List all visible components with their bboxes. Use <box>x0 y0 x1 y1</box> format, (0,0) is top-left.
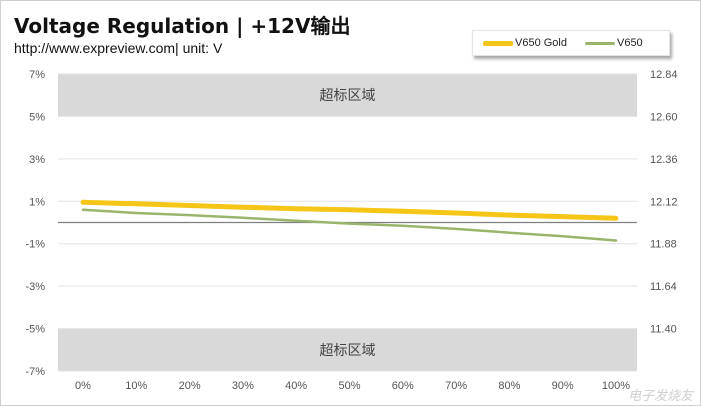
x-tick-label: 50% <box>338 380 360 392</box>
y-right-tick-label: 12.84 <box>650 69 678 81</box>
series-lines <box>80 199 619 242</box>
x-tick-label: 90% <box>552 380 574 392</box>
series-line-v650 <box>81 208 618 242</box>
x-tick-label: 70% <box>445 380 467 392</box>
band-label: 超标区域 <box>320 343 376 359</box>
legend-swatch-v650 <box>584 41 615 45</box>
x-tick-label: 60% <box>392 380 414 392</box>
y-left-tick-label: 1% <box>29 196 45 208</box>
gridlines <box>58 73 637 372</box>
y-right-tick-label: 11.40 <box>650 324 677 336</box>
x-tick-label: 30% <box>232 380 254 392</box>
y-right-tick-label: 12.60 <box>650 111 678 123</box>
legend-label-v650: V650 <box>616 37 643 49</box>
right-axis-ticks: 12.84 12.60 12.36 12.12 11.88 11.64 11.40 <box>650 69 678 336</box>
legend: V650 Gold V650 <box>472 30 670 56</box>
y-left-tick-label: -1% <box>25 239 45 251</box>
y-left-tick-label: -3% <box>25 281 45 293</box>
y-right-tick-label: 12.12 <box>650 196 678 208</box>
x-tick-label: 80% <box>498 380 520 392</box>
legend-item-v650-gold: V650 Gold <box>483 37 567 49</box>
x-tick-label: 100% <box>602 380 630 392</box>
series-line-v650-gold <box>80 199 619 221</box>
x-tick-label: 10% <box>125 380 147 392</box>
left-axis-ticks: 7% 5% 3% 1% -1% -3% -5% -7% <box>25 69 45 378</box>
y-left-tick-label: -7% <box>25 366 45 378</box>
y-right-tick-label: 11.64 <box>650 281 677 293</box>
chart-title: Voltage Regulation | +12V输出 <box>14 14 351 38</box>
legend-label-v650-gold: V650 Gold <box>515 37 567 49</box>
chart-subtitle: http://www.expreview.com| unit: V <box>14 40 223 56</box>
legend-item-v650: V650 <box>584 37 643 49</box>
out-of-spec-band <box>58 74 637 117</box>
legend-swatch-v650-gold <box>483 40 513 46</box>
y-right-tick-label: 12.36 <box>650 154 678 166</box>
y-right-tick-label: 11.88 <box>650 239 677 251</box>
x-tick-label: 40% <box>285 380 307 392</box>
x-axis-ticks: 0% 10% 20% 30% 40% 50% 60% 70% 80% 90% 100% <box>75 380 630 392</box>
y-left-tick-label: -5% <box>25 324 45 336</box>
band-label: 超标区域 <box>320 88 376 104</box>
x-tick-label: 20% <box>179 380 201 392</box>
watermark: 电子发烧友 <box>627 388 693 403</box>
out-of-spec-band <box>58 328 637 371</box>
x-tick-label: 0% <box>75 380 91 392</box>
y-left-tick-label: 3% <box>29 154 45 166</box>
y-left-tick-label: 5% <box>29 111 45 123</box>
y-left-tick-label: 7% <box>29 69 45 81</box>
